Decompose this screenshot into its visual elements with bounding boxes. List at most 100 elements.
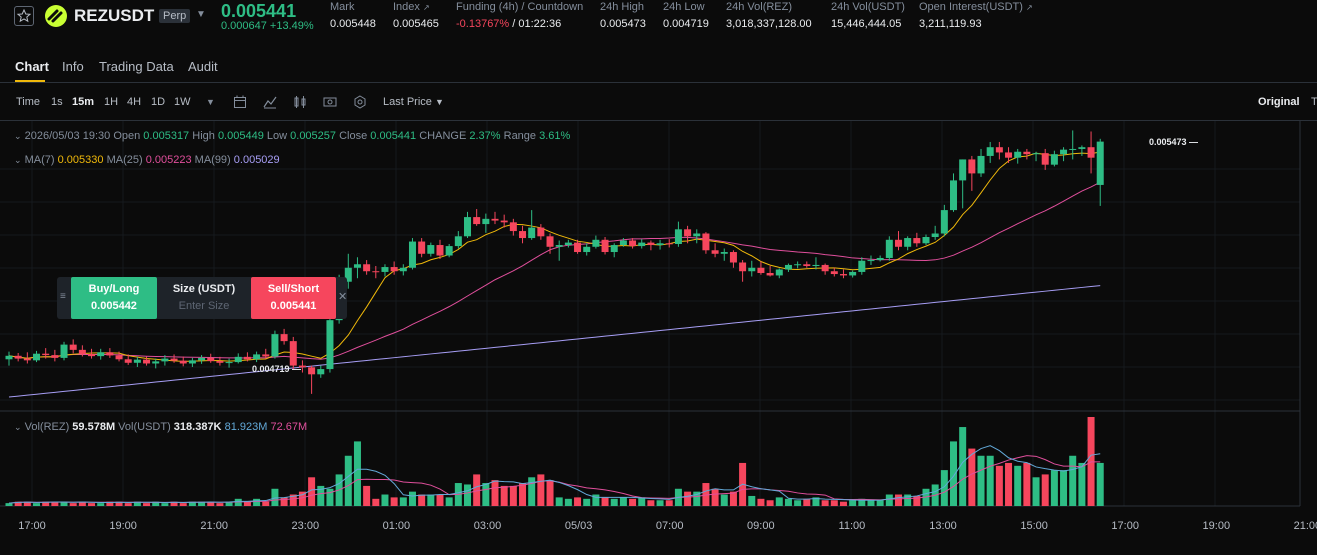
candle-body bbox=[436, 245, 444, 256]
chart-area[interactable]: 17:00 19:00 21:00 23:00 01:00 03:00 05/03 07:00… bbox=[0, 121, 1317, 552]
candle-body bbox=[647, 242, 655, 246]
volume-bar bbox=[225, 501, 233, 506]
candle-body bbox=[500, 220, 508, 223]
stat-24h-low: 24h Low 0.004719 bbox=[663, 1, 709, 30]
ma7-label: MA(7) bbox=[24, 154, 55, 166]
candle-body bbox=[372, 271, 380, 273]
sell-short-button[interactable]: Sell/Short 0.005441 bbox=[251, 277, 336, 319]
stat-label: Index bbox=[393, 1, 420, 13]
stat-value: 0.005465 bbox=[393, 18, 439, 30]
volume-bar bbox=[143, 503, 151, 506]
candle-body bbox=[363, 264, 371, 272]
volume-bar bbox=[280, 497, 288, 506]
view-tradingview[interactable]: T bbox=[1311, 96, 1317, 108]
candle-body bbox=[794, 264, 802, 266]
view-original[interactable]: Original bbox=[1258, 96, 1300, 108]
legend-datetime: 2026/05/03 19:30 bbox=[24, 130, 111, 142]
candle-body bbox=[812, 264, 820, 266]
candle-type-icon[interactable] bbox=[233, 95, 247, 112]
indicator-icon[interactable] bbox=[263, 95, 277, 112]
candle-body bbox=[748, 267, 756, 272]
volume-bar bbox=[390, 497, 398, 506]
volume-bar bbox=[14, 501, 22, 506]
volume-bar bbox=[803, 498, 811, 506]
chevron-down-icon[interactable]: ▼ bbox=[206, 97, 215, 107]
candle-body bbox=[913, 238, 921, 244]
tab-trading-data[interactable]: Trading Data bbox=[99, 59, 174, 74]
candle-body bbox=[509, 222, 517, 232]
buy-long-button[interactable]: Buy/Long 0.005442 bbox=[71, 277, 157, 319]
x-tick-label: 19:00 bbox=[1203, 520, 1231, 532]
volume-bar bbox=[601, 497, 609, 506]
volume-bar bbox=[720, 494, 728, 506]
interval-1s[interactable]: 1s bbox=[51, 96, 63, 108]
candle-body bbox=[519, 231, 527, 239]
candle-body bbox=[1032, 153, 1040, 155]
tab-audit[interactable]: Audit bbox=[188, 59, 218, 74]
symbol-dropdown-chevron-icon[interactable]: ▼ bbox=[196, 9, 206, 20]
favorite-star-icon[interactable] bbox=[14, 6, 34, 26]
volume-bar bbox=[69, 503, 77, 506]
symbol-name[interactable]: REZUSDT bbox=[74, 6, 155, 25]
close-icon[interactable]: ✕ bbox=[338, 291, 348, 303]
legend-close: 0.005441 bbox=[370, 130, 417, 142]
legend-open-label: Open bbox=[113, 130, 141, 142]
volume-bar bbox=[161, 503, 169, 506]
drag-handle-icon[interactable]: ≡ bbox=[60, 291, 66, 302]
chevron-down-icon: ▼ bbox=[434, 97, 444, 107]
volume-bar bbox=[638, 497, 646, 506]
volume-bar bbox=[51, 501, 59, 506]
interval-1d[interactable]: 1D bbox=[151, 96, 166, 108]
candle-body bbox=[253, 354, 261, 360]
candle-body bbox=[482, 218, 490, 225]
settings-icon[interactable] bbox=[353, 95, 367, 112]
volume-bar bbox=[693, 491, 701, 506]
volume-bar bbox=[775, 497, 783, 506]
candlestick-chart[interactable]: 17:00 19:00 21:00 23:00 01:00 03:00 05/03 07:00… bbox=[0, 121, 1317, 552]
x-tick-label: 21:00 bbox=[200, 520, 228, 532]
interval-4h[interactable]: 4H bbox=[127, 96, 142, 108]
volume-bar bbox=[1050, 470, 1058, 506]
volume-bar bbox=[885, 494, 893, 506]
candle-body bbox=[473, 217, 481, 225]
candle-body bbox=[876, 257, 884, 261]
volume-bar bbox=[234, 498, 242, 506]
price-type-label: Last Price bbox=[383, 96, 432, 108]
tab-info[interactable]: Info bbox=[62, 59, 84, 74]
price-type-dropdown[interactable]: Last Price ▼ bbox=[383, 96, 444, 108]
volume-bar bbox=[583, 498, 591, 506]
chart-tabs: Chart Info Trading Data Audit bbox=[0, 50, 1317, 83]
interval-15m[interactable]: 15m bbox=[72, 96, 95, 108]
candle-body bbox=[940, 210, 948, 234]
candle-body bbox=[858, 260, 866, 272]
stat-index[interactable]: Index ↗ 0.005465 bbox=[393, 1, 439, 30]
last-price: 0.005441 bbox=[221, 1, 297, 21]
layout-icon[interactable] bbox=[323, 95, 337, 112]
x-tick-label: 03:00 bbox=[474, 520, 502, 532]
ma25-value: 0.005223 bbox=[145, 154, 192, 166]
stat-24h-vol-usdt: 24h Vol(USDT) 15,446,444.05 bbox=[831, 1, 905, 30]
volume-bar bbox=[207, 501, 215, 506]
volume-bar bbox=[317, 485, 325, 506]
candle-body bbox=[867, 260, 875, 262]
ohlc-legend: ⌄ 2026/05/03 19:30 Open 0.005317 High 0.… bbox=[14, 130, 570, 142]
candle-body bbox=[133, 359, 141, 363]
candle-body bbox=[427, 245, 435, 254]
compare-icon[interactable] bbox=[293, 95, 307, 112]
interval-1h[interactable]: 1H bbox=[104, 96, 119, 108]
candle-body bbox=[1041, 153, 1049, 165]
legend-change-label: CHANGE bbox=[419, 130, 467, 142]
volume-bar bbox=[363, 485, 371, 506]
tab-chart[interactable]: Chart bbox=[15, 59, 49, 74]
candle-body bbox=[1005, 152, 1013, 158]
legend-range-label: Range bbox=[503, 130, 537, 142]
interval-time[interactable]: Time bbox=[16, 96, 41, 108]
size-input[interactable]: Size (USDT) Enter Size bbox=[157, 277, 251, 319]
stat-open-interest[interactable]: Open Interest(USDT) ↗ 3,211,119.93 bbox=[919, 1, 1033, 30]
vol-usdt-value: 318.387K bbox=[173, 421, 222, 433]
candle-body bbox=[390, 267, 398, 272]
volume-bar bbox=[684, 491, 692, 506]
volume-bar bbox=[408, 491, 416, 506]
volume-bar bbox=[124, 503, 132, 506]
interval-1w[interactable]: 1W bbox=[174, 96, 191, 108]
